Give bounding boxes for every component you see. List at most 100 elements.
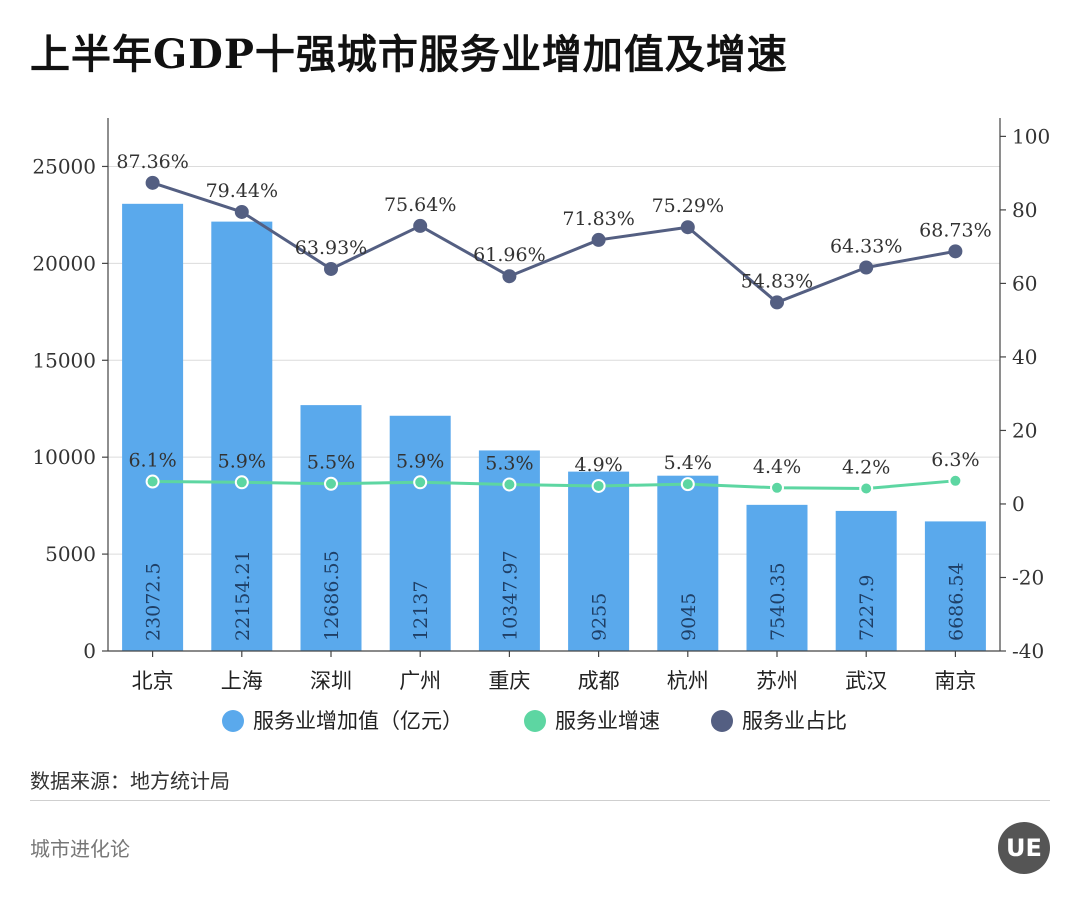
share-point <box>234 204 249 219</box>
combo-chart: 23072.5 22154.21 12686.55 12137 10347.97 9255… <box>32 118 1050 733</box>
x-tick-label: 杭州 <box>667 669 709 693</box>
x-tick-label: 成都 <box>578 669 620 693</box>
growth-point <box>145 474 160 489</box>
bar-layer: 23072.5 22154.21 12686.55 12137 10347.97 9255… <box>122 203 986 652</box>
share-point <box>413 218 428 233</box>
legend-swatch-icon <box>711 710 733 732</box>
x-tick-label: 广州 <box>399 669 441 693</box>
growth-point <box>234 475 249 490</box>
share-line <box>152 181 956 304</box>
growth-data-label: 5.9% <box>396 450 444 472</box>
bar <box>746 504 808 651</box>
brand-name: 城市进化论 <box>30 837 130 861</box>
bar <box>300 405 362 651</box>
x-tick-label: 深圳 <box>310 669 352 693</box>
y-right-tick-label: -40 <box>1012 639 1044 663</box>
y-right-tick-label: 100 <box>1012 124 1050 148</box>
y-left-tick-label: 0 <box>83 639 96 663</box>
growth-data-label: 4.9% <box>574 454 622 476</box>
growth-point <box>324 476 338 491</box>
growth-point <box>591 478 606 493</box>
share-point <box>680 220 695 235</box>
share-point <box>502 269 517 284</box>
share-point <box>770 295 784 310</box>
bar-value-label: 9255 <box>589 593 611 641</box>
growth-data-label: 5.5% <box>307 452 355 474</box>
bar-value-label: 12686.55 <box>321 550 343 641</box>
legend-swatch-icon <box>222 710 244 732</box>
share-data-label: 64.33% <box>830 235 902 257</box>
bar-value-label: 7227.9 <box>856 575 878 641</box>
growth-point <box>859 481 874 496</box>
share-data-label: 75.64% <box>384 194 456 216</box>
growth-point <box>680 477 695 492</box>
y-right-tick-label: 20 <box>1012 418 1037 442</box>
share-point <box>948 244 963 259</box>
legend: 服务业增加值（亿元） 服务业增速 服务业占比 <box>222 709 847 733</box>
y-left-tick-label: 20000 <box>32 251 96 275</box>
growth-line <box>152 479 956 491</box>
legend-label: 服务业增速 <box>555 709 660 733</box>
bar-value-label: 6686.54 <box>945 562 967 641</box>
y-right-tick-label: 0 <box>1012 492 1025 516</box>
share-point <box>324 261 338 276</box>
growth-data-label: 5.3% <box>485 452 533 474</box>
x-tick-label: 重庆 <box>488 669 530 693</box>
bar <box>835 510 897 651</box>
share-data-label: 87.36% <box>116 151 188 173</box>
share-point <box>859 260 874 275</box>
y-left-tick-label: 25000 <box>32 154 96 178</box>
share-data-label: 71.83% <box>562 208 634 230</box>
growth-point <box>948 473 963 488</box>
y-left-tick-label: 5000 <box>45 542 96 566</box>
y-left-tick-label: 10000 <box>32 445 96 469</box>
bar-value-label: 12137 <box>410 581 432 641</box>
data-source-note: 数据来源：地方统计局 <box>30 769 230 793</box>
share-data-label: 79.44% <box>206 180 278 202</box>
growth-data-label: 4.4% <box>753 456 801 478</box>
bar <box>389 415 451 651</box>
bar-value-label: 23072.5 <box>143 562 165 641</box>
growth-data-label: 5.4% <box>664 452 712 474</box>
share-data-label: 61.96% <box>473 244 545 266</box>
bar-value-label: 22154.21 <box>232 550 254 641</box>
y-right-tick-label: 40 <box>1012 345 1037 369</box>
y-right-tick-label: 60 <box>1012 271 1037 295</box>
x-tick-label: 上海 <box>221 669 263 693</box>
axis-layer: 0 5000 10000 15000 20000 25000 -40 -20 0 20 40 60 80… <box>32 118 1050 693</box>
growth-point <box>502 477 517 492</box>
share-point <box>145 175 160 190</box>
footer-divider <box>30 800 1050 801</box>
bar <box>657 475 719 651</box>
bar <box>568 471 630 651</box>
bar-value-label: 10347.97 <box>499 550 521 641</box>
growth-data-label: 6.1% <box>128 450 176 472</box>
y-left-tick-label: 15000 <box>32 348 96 372</box>
growth-point <box>413 475 428 490</box>
bar <box>924 521 986 651</box>
brand-logo-icon: UE <box>998 822 1050 874</box>
share-data-label: 63.93% <box>295 237 367 259</box>
share-data-label: 54.83% <box>741 270 813 292</box>
x-tick-label: 北京 <box>132 669 174 693</box>
share-data-label: 68.73% <box>919 219 991 241</box>
x-tick-label: 苏州 <box>756 669 798 693</box>
y-right-tick-label: 80 <box>1012 198 1037 222</box>
growth-point <box>770 480 784 495</box>
chart-title: 上半年GDP十强城市服务业增加值及增速 <box>30 31 788 78</box>
bar-value-label: 9045 <box>678 593 700 641</box>
bar-value-label: 7540.35 <box>767 562 789 641</box>
bar <box>211 221 273 651</box>
share-data-label: 75.29% <box>652 195 724 217</box>
share-point <box>591 232 606 247</box>
y-right-tick-label: -20 <box>1012 565 1044 589</box>
legend-label: 服务业占比 <box>742 709 847 733</box>
x-tick-label: 武汉 <box>845 669 887 693</box>
legend-label: 服务业增加值（亿元） <box>253 709 463 733</box>
bar <box>122 203 184 652</box>
legend-swatch-icon <box>524 710 546 732</box>
growth-data-label: 5.9% <box>218 450 266 472</box>
growth-data-label: 6.3% <box>931 449 979 471</box>
growth-data-label: 4.2% <box>842 457 890 479</box>
x-tick-label: 南京 <box>934 669 976 693</box>
